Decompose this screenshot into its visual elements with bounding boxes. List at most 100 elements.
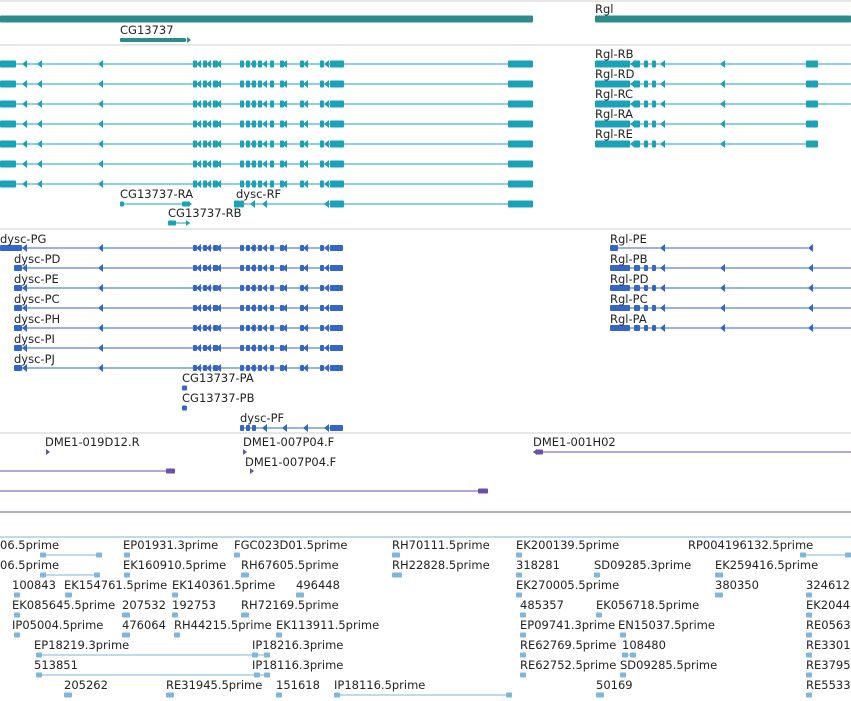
- est-feature[interactable]: [14, 592, 20, 598]
- est-feature[interactable]: [506, 692, 512, 698]
- protein-exon[interactable]: [300, 245, 304, 251]
- protein-exon[interactable]: [0, 245, 16, 251]
- transcript-exon[interactable]: [270, 120, 274, 128]
- protein-exon[interactable]: [610, 305, 630, 311]
- transcript-exon[interactable]: [193, 60, 197, 68]
- transcript-exon[interactable]: [258, 160, 262, 168]
- protein-exon[interactable]: [330, 365, 343, 371]
- est-feature[interactable]: [845, 552, 851, 558]
- transcript-exon[interactable]: [240, 80, 244, 88]
- protein-exon[interactable]: [246, 325, 250, 331]
- protein-exon[interactable]: [246, 425, 250, 431]
- protein-exon[interactable]: [610, 245, 618, 251]
- transcript-exon[interactable]: [595, 140, 630, 148]
- transcript-exon[interactable]: [652, 140, 656, 148]
- protein-exon[interactable]: [270, 265, 274, 271]
- est-feature[interactable]: [516, 592, 522, 598]
- transcript-exon[interactable]: [595, 100, 630, 108]
- est-feature[interactable]: [806, 612, 812, 618]
- protein-exon[interactable]: [270, 285, 274, 291]
- est-feature[interactable]: [94, 572, 100, 578]
- protein-exon[interactable]: [213, 265, 218, 271]
- protein-exon[interactable]: [14, 305, 22, 311]
- protein-exon[interactable]: [246, 265, 250, 271]
- protein-exon[interactable]: [652, 265, 656, 271]
- est-feature[interactable]: [172, 612, 178, 618]
- protein-exon[interactable]: [203, 265, 207, 271]
- est-feature[interactable]: [715, 572, 723, 578]
- transcript-exon[interactable]: [330, 180, 344, 188]
- transcript-exon[interactable]: [644, 140, 648, 148]
- est-feature[interactable]: [620, 632, 626, 638]
- protein-exon[interactable]: [246, 285, 250, 291]
- protein-exon[interactable]: [330, 265, 343, 271]
- est-feature[interactable]: [520, 632, 526, 638]
- protein-exon[interactable]: [330, 325, 343, 331]
- est-feature[interactable]: [596, 692, 604, 698]
- protein-exon[interactable]: [14, 345, 22, 351]
- transcript-exon[interactable]: [240, 120, 244, 128]
- est-feature[interactable]: [622, 652, 628, 658]
- protein-exon[interactable]: [644, 305, 648, 311]
- est-feature[interactable]: [36, 652, 42, 658]
- est-feature[interactable]: [520, 672, 526, 678]
- protein-exon[interactable]: [610, 265, 630, 271]
- transcript-exon[interactable]: [508, 80, 533, 88]
- clone-end[interactable]: [166, 468, 175, 474]
- gene-bar[interactable]: [0, 15, 533, 23]
- transcript-exon[interactable]: [168, 220, 176, 226]
- est-feature[interactable]: [252, 652, 258, 658]
- protein-exon[interactable]: [203, 325, 207, 331]
- protein-exon[interactable]: [652, 325, 656, 331]
- transcript-exon[interactable]: [270, 100, 274, 108]
- transcript-exon[interactable]: [203, 100, 207, 108]
- transcript-exon[interactable]: [240, 100, 244, 108]
- transcript-exon[interactable]: [320, 140, 324, 148]
- protein-exon[interactable]: [270, 245, 274, 251]
- transcript-exon[interactable]: [258, 100, 262, 108]
- transcript-exon[interactable]: [240, 60, 244, 68]
- protein-exon[interactable]: [330, 285, 343, 291]
- transcript-exon[interactable]: [300, 160, 304, 168]
- protein-exon[interactable]: [270, 325, 274, 331]
- transcript-exon[interactable]: [203, 80, 207, 88]
- transcript-exon[interactable]: [320, 180, 324, 188]
- protein-exon[interactable]: [193, 305, 197, 311]
- transcript-exon[interactable]: [508, 200, 533, 208]
- transcript-exon[interactable]: [0, 180, 16, 188]
- est-feature[interactable]: [800, 552, 806, 558]
- protein-exon[interactable]: [258, 365, 262, 371]
- protein-exon[interactable]: [610, 285, 630, 291]
- est-feature[interactable]: [392, 572, 402, 578]
- transcript-exon[interactable]: [300, 140, 304, 148]
- transcript-exon[interactable]: [634, 100, 640, 108]
- est-feature[interactable]: [596, 612, 602, 618]
- transcript-exon[interactable]: [120, 201, 124, 207]
- protein-exon[interactable]: [320, 365, 324, 371]
- protein-exon[interactable]: [14, 325, 22, 331]
- est-feature[interactable]: [14, 612, 20, 618]
- transcript-exon[interactable]: [0, 60, 16, 68]
- est-feature[interactable]: [172, 592, 178, 598]
- transcript-exon[interactable]: [300, 60, 304, 68]
- protein-exon[interactable]: [203, 285, 207, 291]
- transcript-exon[interactable]: [213, 180, 218, 188]
- est-feature[interactable]: [334, 692, 340, 698]
- transcript-exon[interactable]: [213, 60, 218, 68]
- protein-exon[interactable]: [330, 425, 343, 431]
- protein-exon[interactable]: [252, 425, 256, 431]
- protein-exon[interactable]: [330, 305, 343, 311]
- clone-end[interactable]: [478, 488, 488, 494]
- transcript-exon[interactable]: [203, 60, 207, 68]
- est-feature[interactable]: [264, 672, 270, 678]
- transcript-exon[interactable]: [652, 120, 656, 128]
- est-feature[interactable]: [806, 592, 812, 598]
- transcript-exon[interactable]: [634, 120, 640, 128]
- protein-exon[interactable]: [258, 345, 262, 351]
- protein-exon[interactable]: [182, 385, 187, 391]
- est-feature[interactable]: [392, 552, 400, 558]
- protein-exon[interactable]: [258, 265, 262, 271]
- transcript-exon[interactable]: [508, 160, 533, 168]
- transcript-exon[interactable]: [193, 160, 197, 168]
- transcript-exon[interactable]: [258, 140, 262, 148]
